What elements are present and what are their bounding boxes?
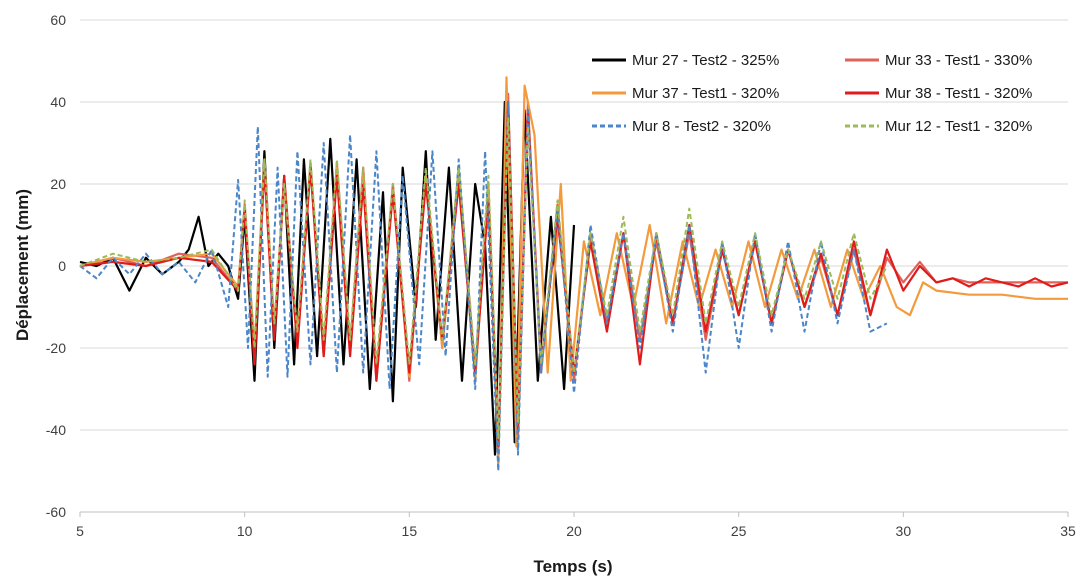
y-tick-label: 0 xyxy=(58,258,66,274)
x-tick-labels: 5 10 15 20 25 30 35 xyxy=(76,512,1076,539)
x-tick-label: 5 xyxy=(76,523,84,539)
series-lines xyxy=(79,76,1069,472)
series-line-0 xyxy=(79,100,576,456)
y-tick-label: -20 xyxy=(46,340,66,356)
x-tick-label: 15 xyxy=(402,523,418,539)
legend-label-1: Mur 33 - Test1 - 330% xyxy=(885,52,1032,69)
x-tick-label: 30 xyxy=(896,523,912,539)
x-tick-label: 10 xyxy=(237,523,253,539)
y-tick-label: 60 xyxy=(50,12,66,28)
x-tick-label: 35 xyxy=(1060,523,1076,539)
y-tick-label: -60 xyxy=(46,504,66,520)
series-line-1 xyxy=(79,92,1068,448)
x-axis-title: Temps (s) xyxy=(533,557,612,576)
series-line-5 xyxy=(79,117,888,440)
y-tick-label: -40 xyxy=(46,422,66,438)
legend-label-0: Mur 27 - Test2 - 325% xyxy=(632,52,779,69)
legend-label-2: Mur 37 - Test1 - 320% xyxy=(632,85,779,102)
legend: Mur 27 - Test2 - 325% Mur 33 - Test1 - 33… xyxy=(592,52,1032,135)
legend-label-5: Mur 12 - Test1 - 320% xyxy=(885,118,1032,135)
y-tick-label: 40 xyxy=(50,94,66,110)
series-line-4 xyxy=(79,101,888,472)
x-tick-label: 20 xyxy=(566,523,582,539)
legend-label-4: Mur 8 - Test2 - 320% xyxy=(632,118,771,135)
y-axis-title: Déplacement (mm) xyxy=(13,189,32,341)
legend-label-3: Mur 38 - Test1 - 320% xyxy=(885,85,1032,102)
x-tick-label: 25 xyxy=(731,523,747,539)
y-tick-label: 20 xyxy=(50,176,66,192)
series-line-2 xyxy=(79,76,1068,468)
y-tick-labels: 60 40 20 0 -20 -40 -60 xyxy=(46,12,66,520)
